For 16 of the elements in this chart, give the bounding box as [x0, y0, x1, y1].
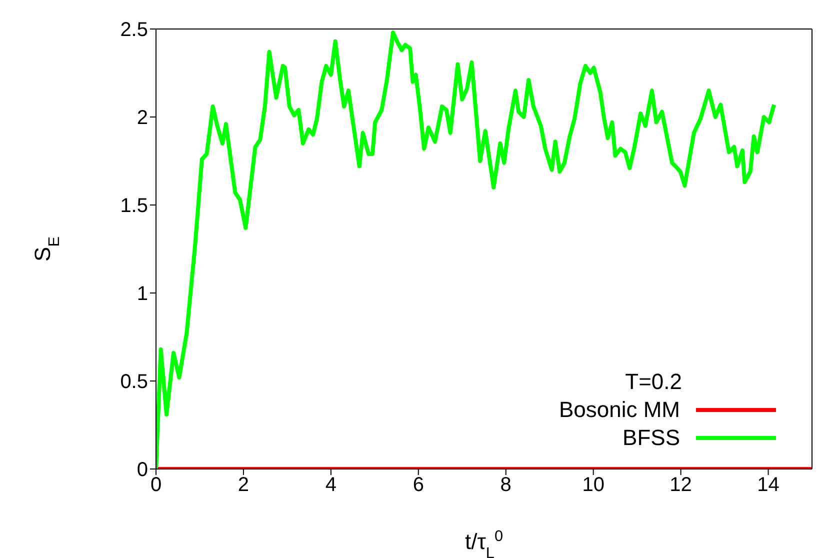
y-tick-label: 0.5	[120, 371, 148, 394]
x-tick-label: 6	[412, 474, 424, 496]
legend-label: Bosonic MM	[558, 396, 680, 424]
x-tick-label: 2	[238, 474, 250, 496]
y-tick-label: 1.5	[120, 195, 148, 218]
y-tick-label: 0	[136, 459, 148, 482]
x-tick-label: 14	[757, 474, 780, 496]
y-tick-label: 2.5	[120, 19, 148, 42]
y-tick-label: 2	[136, 107, 148, 130]
x-tick-label: 8	[500, 474, 512, 496]
x-tick-label: 4	[325, 474, 336, 496]
legend-label: BFSS	[622, 424, 680, 452]
y-tick-label: 1	[136, 283, 148, 306]
x-tick-label: 10	[582, 474, 604, 496]
legend-title: T=0.2	[624, 368, 683, 396]
x-tick-label: 12	[670, 474, 692, 496]
